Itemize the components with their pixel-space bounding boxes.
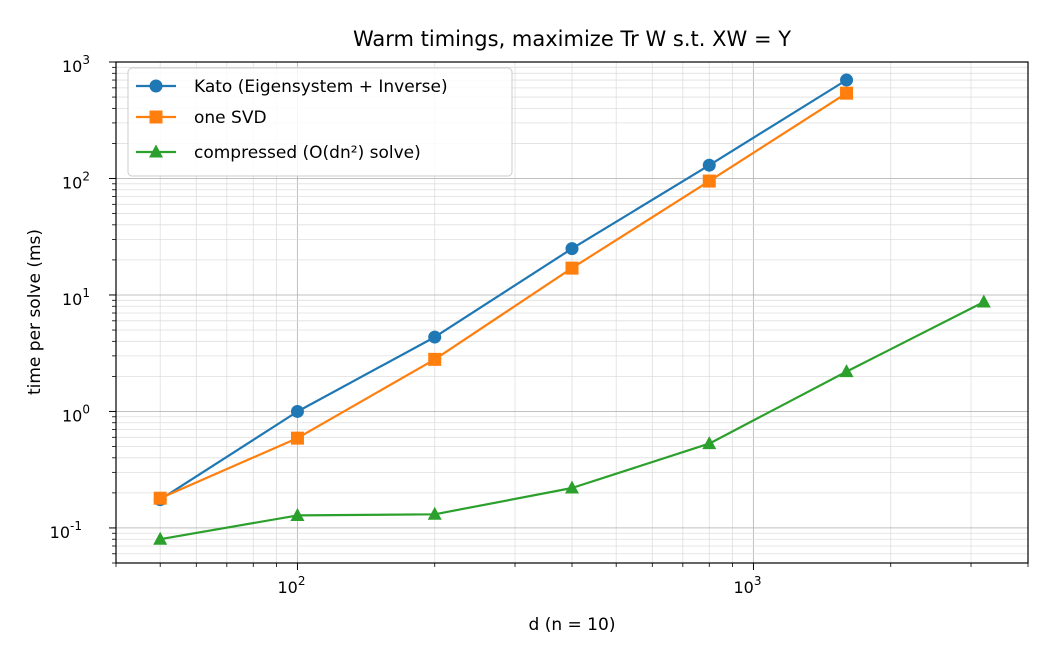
data-point	[428, 352, 442, 366]
data-point	[702, 174, 716, 188]
legend-item: one SVD	[136, 108, 267, 128]
axes: 102 103 10-1 100 101 102 103	[50, 53, 1029, 597]
legend-marker	[149, 110, 163, 124]
y-tick-label: 10-1	[50, 519, 82, 542]
y-tick-label: 103	[62, 53, 90, 76]
y-tick-label: 101	[62, 286, 90, 309]
x-axis-label: d (n = 10)	[529, 615, 616, 635]
data-point	[839, 364, 854, 378]
y-tick-label: 100	[62, 402, 90, 425]
data-point	[290, 431, 304, 445]
data-point	[153, 491, 167, 505]
series-line	[159, 92, 848, 500]
data-point	[702, 436, 717, 450]
x-tick-label: 103	[733, 574, 761, 597]
legend-label: one SVD	[194, 108, 267, 128]
chart-title: Warm timings, maximize Tr W s.t. XW = Y	[353, 27, 791, 51]
data-point	[565, 261, 579, 275]
series-line	[159, 79, 848, 501]
data-point	[702, 158, 716, 172]
data-point	[565, 480, 579, 494]
legend-label: Kato (Eigensystem + Inverse)	[194, 77, 448, 97]
legend-box	[127, 67, 513, 177]
data-point	[565, 242, 579, 256]
data-point	[427, 506, 442, 520]
legend: Kato (Eigensystem + Inverse) one SVD compr…	[127, 67, 513, 177]
legend-item: compressed (O(dn²) solve)	[136, 143, 421, 163]
data-point	[840, 73, 854, 87]
legend-marker	[149, 79, 163, 93]
data-point	[290, 507, 305, 521]
y-axis-label: time per solve (ms)	[25, 229, 45, 395]
data-point	[976, 294, 991, 308]
data-point	[153, 531, 168, 545]
legend-marker	[149, 144, 163, 158]
data-point	[290, 404, 304, 418]
y-tick-label: 102	[62, 169, 90, 192]
series-triangle	[153, 294, 991, 545]
legend-item: Kato (Eigensystem + Inverse)	[136, 77, 448, 97]
data-point	[428, 330, 442, 344]
x-tick-label: 102	[277, 574, 305, 597]
series-square	[153, 86, 854, 505]
legend-label: compressed (O(dn²) solve)	[194, 143, 421, 163]
data-point	[840, 86, 854, 100]
series-layer	[153, 73, 991, 545]
